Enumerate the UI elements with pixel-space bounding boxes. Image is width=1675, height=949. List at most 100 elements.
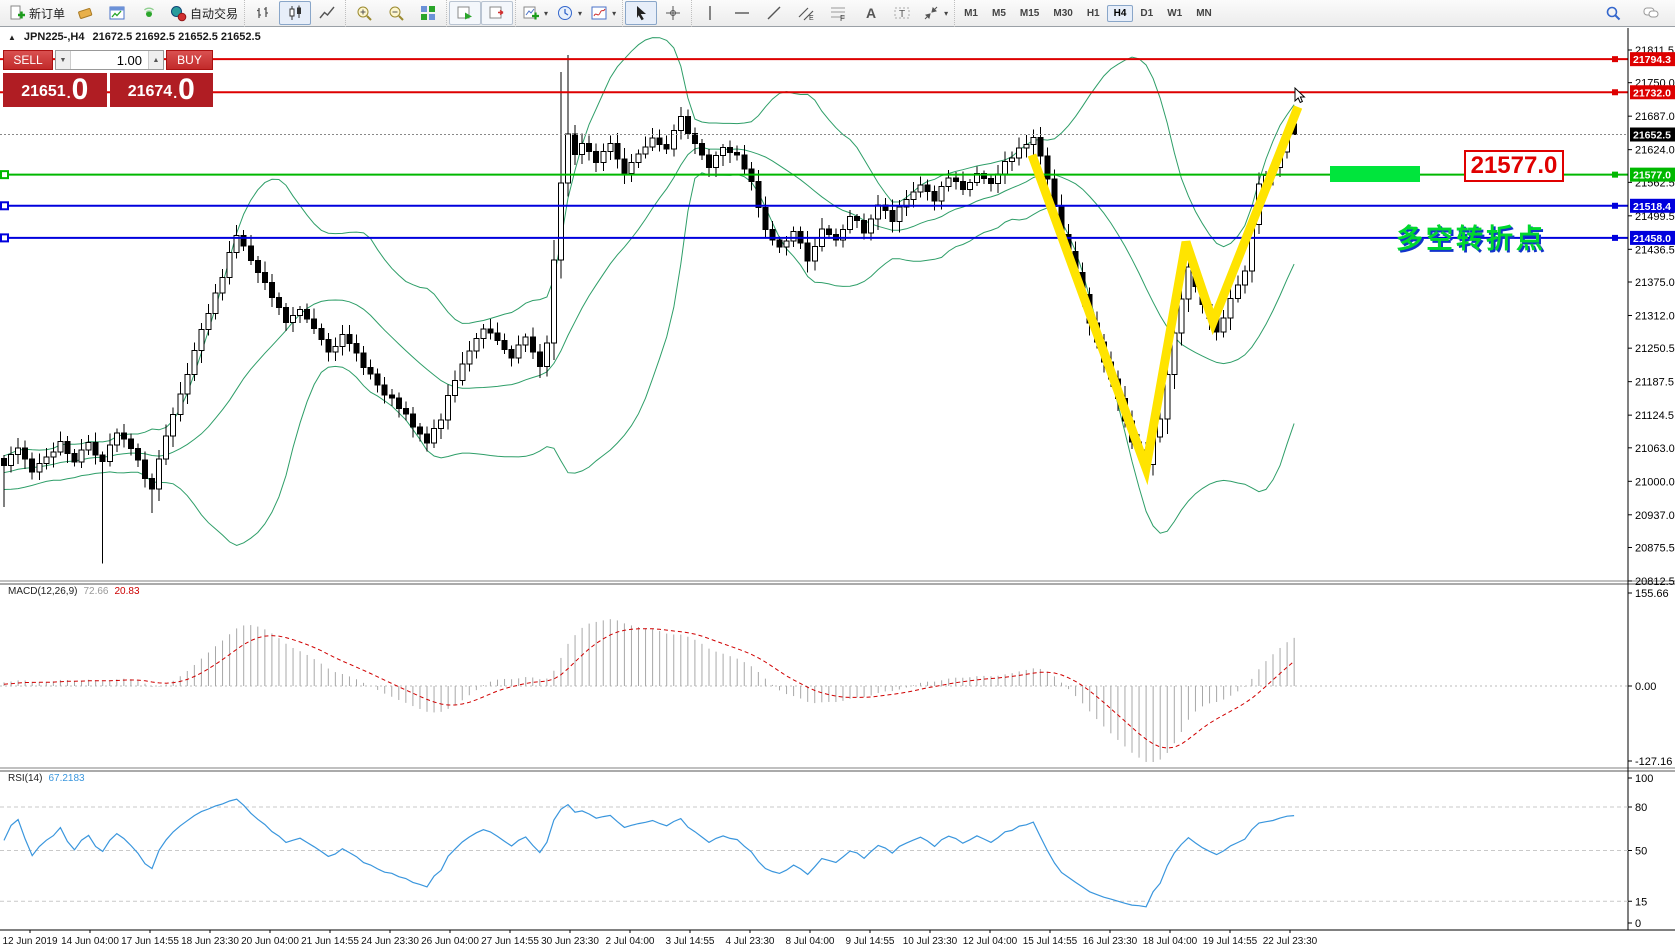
indicators-button[interactable]: ▾ xyxy=(518,1,552,25)
timeframe-button-m30[interactable]: M30 xyxy=(1053,7,1073,19)
chart-shift-button[interactable] xyxy=(481,1,514,25)
volume-increase-button[interactable]: ▲ xyxy=(148,51,163,69)
price-tick-label: 20812.5 xyxy=(1635,576,1675,588)
rsi-axis-label: 80 xyxy=(1635,802,1647,814)
periods-button[interactable]: ▾ xyxy=(552,1,586,25)
time-tick-label: 20 Jun 04:00 xyxy=(241,936,299,947)
macd-signal-line xyxy=(3,628,1295,749)
timeframe-button-m5[interactable]: M5 xyxy=(992,7,1006,19)
chart-window[interactable]: 21811.5 21750.0 21687.0 21624.0 21562.5 21499… xyxy=(0,28,1675,949)
time-axis[interactable]: 12 Jun 2019 14 Jun 04:00 17 Jun 14:55 18 Ju… xyxy=(2,930,1318,947)
open-chart-button[interactable] xyxy=(101,1,133,25)
line-anchor[interactable] xyxy=(1612,56,1618,63)
main-price-pane[interactable] xyxy=(1,37,1298,564)
dropdown-caret-icon[interactable]: ▾ xyxy=(578,8,583,18)
rsi-value: 67.2183 xyxy=(48,773,85,784)
macd-value: 72.66 xyxy=(83,586,109,597)
line-anchor[interactable] xyxy=(1612,202,1618,209)
bid-price-box[interactable]: 21651. 0 xyxy=(3,73,107,107)
text-button[interactable]: A xyxy=(854,1,886,25)
autotrading-icon xyxy=(169,4,187,22)
price-axis[interactable]: 21811.521750.021687.021624.021562.521499… xyxy=(1628,45,1675,930)
zoom-out-button[interactable] xyxy=(380,1,412,25)
svg-text:21732.0: 21732.0 xyxy=(1633,87,1671,99)
volume-decrease-button[interactable]: ▼ xyxy=(56,51,71,69)
timeframe-button-mn[interactable]: MN xyxy=(1196,7,1212,19)
autotrading-button[interactable]: 自动交易 xyxy=(165,1,242,25)
label-button[interactable]: T xyxy=(886,1,918,25)
bar-chart-button[interactable] xyxy=(247,1,279,25)
turning-point-annotation[interactable]: 多空转折点 xyxy=(1396,224,1546,254)
line-icon xyxy=(318,4,336,22)
collapse-icon[interactable]: ▲ xyxy=(8,32,16,42)
price-tick-label: 21375.0 xyxy=(1635,277,1675,289)
line-anchor[interactable] xyxy=(1612,89,1618,96)
chat-button[interactable] xyxy=(1635,1,1667,25)
timeframe-button-w1[interactable]: W1 xyxy=(1167,7,1183,19)
buy-button[interactable]: BUY xyxy=(166,50,213,70)
price-tag: 21794.3 xyxy=(1630,52,1675,67)
autoscroll-icon xyxy=(456,4,474,22)
chart-canvas[interactable]: 21811.521750.021687.021624.021562.521499… xyxy=(0,28,1675,949)
zoom-in-button[interactable] xyxy=(348,1,380,25)
svg-text:E: E xyxy=(809,15,814,22)
toolbar-group xyxy=(446,0,515,27)
ask-dot: . xyxy=(173,85,178,101)
arrows-button[interactable]: ▾ xyxy=(918,1,952,25)
sell-button[interactable]: SELL xyxy=(3,50,53,70)
signals-button[interactable] xyxy=(133,1,165,25)
line-anchor[interactable] xyxy=(1612,234,1618,241)
text-icon: A xyxy=(861,4,879,22)
search-button[interactable] xyxy=(1597,1,1629,25)
auto-scroll-button[interactable] xyxy=(449,1,482,25)
candlestick-chart-button[interactable] xyxy=(279,1,312,25)
vline-icon xyxy=(701,4,719,22)
vertical-line-button[interactable] xyxy=(694,1,726,25)
svg-text:21518.4: 21518.4 xyxy=(1633,201,1671,213)
dropdown-caret-icon[interactable]: ▾ xyxy=(612,8,617,18)
line-anchor[interactable] xyxy=(1612,171,1618,178)
macd-axis-label: 0.00 xyxy=(1635,681,1656,693)
green-highlight-rectangle[interactable] xyxy=(1330,166,1420,182)
time-tick-label: 4 Jul 23:30 xyxy=(726,936,775,947)
one-click-trading-panel: SELL ▼ 1.00 ▲ BUY 21651. 0 21674. 0 xyxy=(3,50,213,107)
crosshair-button[interactable] xyxy=(657,1,689,25)
line-anchor[interactable] xyxy=(0,170,9,180)
line-anchor[interactable] xyxy=(0,233,9,243)
templates-button[interactable]: ▾ xyxy=(586,1,620,25)
timeframe-button-m1[interactable]: M1 xyxy=(964,7,978,19)
rsi-pane[interactable] xyxy=(0,798,1628,908)
timeframe-button-d1[interactable]: D1 xyxy=(1140,7,1154,19)
volume-spinner: ▼ 1.00 ▲ xyxy=(55,50,164,70)
ask-price-box[interactable]: 21674. 0 xyxy=(109,73,213,107)
cursor-button[interactable] xyxy=(625,1,658,25)
horizontal-line-button[interactable] xyxy=(726,1,758,25)
line-chart-button[interactable] xyxy=(311,1,343,25)
tile-windows-button[interactable] xyxy=(412,1,444,25)
time-tick-label: 8 Jul 04:00 xyxy=(786,936,835,947)
time-tick-label: 30 Jun 23:30 xyxy=(541,936,599,947)
macd-pane[interactable] xyxy=(0,619,1628,762)
line-anchor[interactable] xyxy=(0,201,9,211)
bid-dot: . xyxy=(66,85,71,101)
channel-icon: E xyxy=(797,4,815,22)
time-tick-label: 12 Jul 04:00 xyxy=(963,936,1018,947)
volume-value[interactable]: 1.00 xyxy=(116,52,142,68)
channel-button[interactable]: E xyxy=(790,1,822,25)
svg-text:21794.3: 21794.3 xyxy=(1633,54,1671,66)
time-tick-label: 22 Jul 23:30 xyxy=(1263,936,1318,947)
time-tick-label: 14 Jun 04:00 xyxy=(61,936,119,947)
timeframe-button-h1[interactable]: H1 xyxy=(1086,7,1100,19)
fibonacci-button[interactable]: F xyxy=(822,1,854,25)
timeframe-button-h4[interactable]: H4 xyxy=(1106,4,1134,22)
eraser-button[interactable] xyxy=(69,1,101,25)
timeframe-button-m15[interactable]: M15 xyxy=(1019,7,1040,19)
trendline-button[interactable] xyxy=(758,1,790,25)
dropdown-caret-icon[interactable]: ▾ xyxy=(544,8,549,18)
yellow-zigzag-drawing[interactable] xyxy=(1027,105,1303,486)
price-callout-label[interactable]: 21577.0 xyxy=(1464,150,1564,182)
new-order-button[interactable]: 新订单 xyxy=(4,1,69,25)
dropdown-caret-icon[interactable]: ▾ xyxy=(944,8,949,18)
toolbar-group xyxy=(244,0,345,27)
